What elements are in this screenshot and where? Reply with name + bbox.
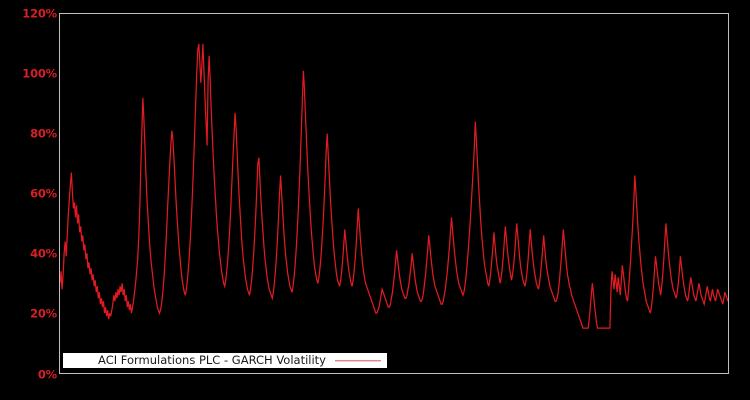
y-tick-0: 0% [37, 366, 57, 381]
y-tick-100: 100% [22, 65, 57, 80]
y-axis-tick-labels: 0% 20% 40% 60% 80% 100% 120% [0, 0, 57, 400]
y-tick-120: 120% [22, 5, 57, 20]
y-tick-80: 80% [30, 126, 57, 141]
y-tick-20: 20% [30, 306, 57, 321]
volatility-line [60, 43, 728, 329]
legend-line-swatch [335, 355, 381, 366]
legend-label: ACI Formulations PLC - GARCH Volatility [98, 352, 326, 367]
y-tick-40: 40% [30, 246, 57, 261]
garch-volatility-series [60, 43, 728, 329]
chart-legend: ACI Formulations PLC - GARCH Volatility [63, 353, 387, 368]
plot-area [59, 13, 729, 374]
y-tick-60: 60% [30, 186, 57, 201]
